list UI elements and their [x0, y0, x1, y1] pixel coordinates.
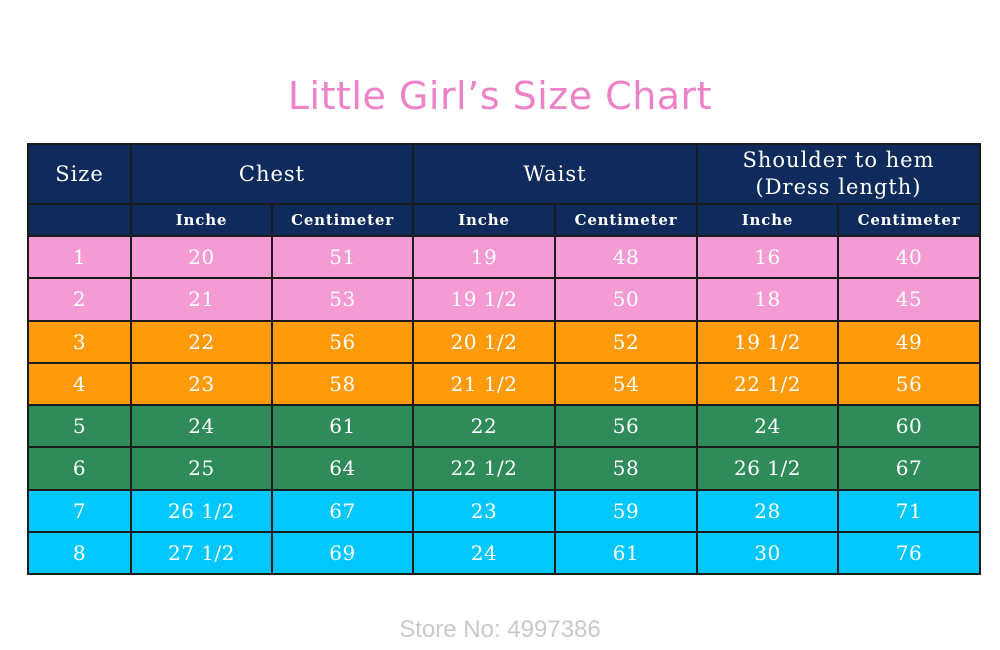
- sub-header-row: Inche Centimeter Inche Centimeter Inche …: [27, 203, 982, 237]
- cell-chest-inche: 20: [130, 234, 273, 280]
- size-chart-table: Size Chest Waist Shoulder to hem (Dress …: [27, 143, 982, 576]
- cell-waist-cm: 58: [554, 446, 698, 491]
- sub-header-waist-cm: Centimeter: [554, 203, 698, 237]
- cell-size: 7: [27, 488, 132, 533]
- cell-chest-cm: 67: [271, 488, 414, 533]
- cell-waist-cm: 61: [554, 530, 698, 576]
- sub-header-shoulder-cm: Centimeter: [836, 203, 982, 237]
- cell-shoulder-cm: 71: [836, 488, 982, 533]
- cell-shoulder-cm: 49: [836, 319, 982, 364]
- cell-waist-cm: 48: [554, 234, 698, 280]
- cell-waist-inche: 22 1/2: [412, 446, 556, 491]
- cell-shoulder-inche: 30: [696, 530, 839, 576]
- header-shoulder-line2: (Dress length): [755, 175, 922, 199]
- cell-size: 5: [27, 403, 132, 449]
- cell-chest-inche: 25: [130, 446, 273, 491]
- table-row: 6 25 64 22 1/2 58 26 1/2 67: [27, 446, 982, 491]
- cell-shoulder-cm: 60: [836, 403, 982, 449]
- table-row: 7 26 1/2 67 23 59 28 71: [27, 488, 982, 533]
- cell-shoulder-inche: 16: [696, 234, 839, 280]
- cell-waist-inche: 20 1/2: [412, 319, 556, 364]
- cell-chest-inche: 24: [130, 403, 273, 449]
- cell-chest-cm: 51: [271, 234, 414, 280]
- cell-waist-cm: 54: [554, 361, 698, 407]
- cell-waist-inche: 19 1/2: [412, 277, 556, 322]
- table-row: 2 21 53 19 1/2 50 18 45: [27, 277, 982, 322]
- cell-chest-cm: 56: [271, 319, 414, 364]
- cell-waist-cm: 56: [554, 403, 698, 449]
- table-body: 1 20 51 19 48 16 40 2 21 53 19 1/2 50 18 45 3 22 56 20 1/…: [27, 234, 982, 576]
- sub-header-waist-inche: Inche: [412, 203, 556, 237]
- cell-chest-inche: 22: [130, 319, 273, 364]
- cell-waist-inche: 23: [412, 488, 556, 533]
- cell-chest-inche: 27 1/2: [130, 530, 273, 576]
- header-chest: Chest: [130, 143, 414, 205]
- sub-header-blank: [27, 203, 132, 237]
- cell-waist-cm: 59: [554, 488, 698, 533]
- sub-header-chest-inche: Inche: [130, 203, 273, 237]
- cell-waist-cm: 52: [554, 319, 698, 364]
- header-size: Size: [27, 143, 132, 205]
- header-shoulder-to-hem: Shoulder to hem (Dress length): [695, 143, 982, 205]
- cell-chest-cm: 64: [271, 446, 414, 491]
- cell-chest-cm: 58: [271, 361, 414, 407]
- cell-shoulder-inche: 19 1/2: [696, 319, 839, 364]
- cell-shoulder-cm: 76: [836, 530, 982, 576]
- cell-shoulder-inche: 28: [696, 488, 839, 533]
- table-row: 5 24 61 22 56 24 60: [27, 403, 982, 449]
- cell-waist-cm: 50: [554, 277, 698, 322]
- table-row: 4 23 58 21 1/2 54 22 1/2 56: [27, 361, 982, 407]
- cell-waist-inche: 19: [412, 234, 556, 280]
- cell-shoulder-inche: 18: [696, 277, 839, 322]
- cell-size: 4: [27, 361, 132, 407]
- cell-size: 1: [27, 234, 132, 280]
- cell-waist-inche: 21 1/2: [412, 361, 556, 407]
- store-number: Store No: 4997386: [399, 616, 601, 643]
- header-shoulder-line1: Shoulder to hem: [742, 148, 935, 172]
- cell-shoulder-cm: 45: [836, 277, 982, 322]
- cell-chest-cm: 69: [271, 530, 414, 576]
- chart-title: Little Girl’s Size Chart: [287, 74, 713, 118]
- header-group-row: Size Chest Waist Shoulder to hem (Dress …: [27, 143, 982, 205]
- cell-shoulder-inche: 24: [696, 403, 839, 449]
- table-row: 1 20 51 19 48 16 40: [27, 234, 982, 280]
- cell-shoulder-cm: 56: [836, 361, 982, 407]
- cell-shoulder-cm: 67: [836, 446, 982, 491]
- sub-header-chest-cm: Centimeter: [271, 203, 414, 237]
- cell-waist-inche: 24: [412, 530, 556, 576]
- table-row: 3 22 56 20 1/2 52 19 1/2 49: [27, 319, 982, 364]
- cell-chest-inche: 26 1/2: [130, 488, 273, 533]
- cell-waist-inche: 22: [412, 403, 556, 449]
- cell-chest-cm: 61: [271, 403, 414, 449]
- cell-shoulder-inche: 22 1/2: [696, 361, 839, 407]
- cell-size: 2: [27, 277, 132, 322]
- cell-shoulder-cm: 40: [836, 234, 982, 280]
- cell-size: 3: [27, 319, 132, 364]
- table-row: 8 27 1/2 69 24 61 30 76: [27, 530, 982, 576]
- cell-size: 6: [27, 446, 132, 491]
- header-waist: Waist: [412, 143, 698, 205]
- cell-chest-inche: 23: [130, 361, 273, 407]
- sub-header-shoulder-inche: Inche: [696, 203, 839, 237]
- cell-shoulder-inche: 26 1/2: [696, 446, 839, 491]
- cell-chest-cm: 53: [271, 277, 414, 322]
- cell-size: 8: [27, 530, 132, 576]
- cell-chest-inche: 21: [130, 277, 273, 322]
